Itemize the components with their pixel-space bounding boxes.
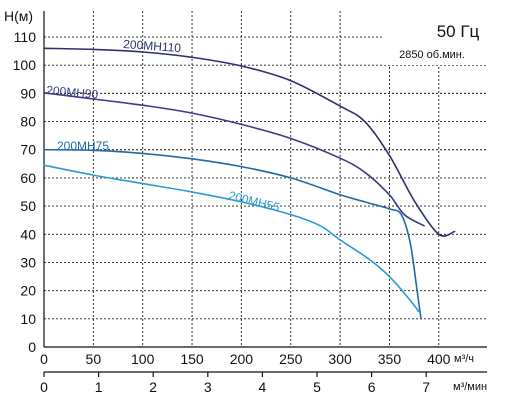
y-axis-label: H(м) xyxy=(4,8,33,24)
y-tick-label: 0 xyxy=(28,339,36,355)
x-tick-label-m3h: 100 xyxy=(131,351,155,367)
x-tick-label-m3h: 150 xyxy=(180,351,204,367)
x-tick-label-m3min: 0 xyxy=(40,379,48,395)
series-label: 200МН110 xyxy=(123,37,182,55)
x-unit-m3min: м³/мин xyxy=(453,381,487,393)
series-curve-200МН75 xyxy=(43,148,422,320)
x-tick-label-m3h: 50 xyxy=(86,351,102,367)
y-tick-label: 60 xyxy=(20,170,36,186)
y-tick-label: 20 xyxy=(20,283,36,299)
x-tick-label-m3min: 4 xyxy=(259,379,267,395)
y-tick-label: 40 xyxy=(20,226,36,242)
y-tick-label: 10 xyxy=(20,311,36,327)
curves xyxy=(43,47,456,320)
x-tick-label-m3h: 300 xyxy=(328,351,352,367)
y-tick-label: 30 xyxy=(20,254,36,270)
x-tick-label-m3min: 1 xyxy=(95,379,103,395)
x-tick-label-m3min: 2 xyxy=(149,379,157,395)
series-curve-200МН55 xyxy=(43,164,420,313)
series-label: 200МН55 xyxy=(227,188,281,214)
x-tick-label-m3h: 0 xyxy=(40,351,48,367)
x-unit-m3h: м³/ч xyxy=(454,353,474,365)
x-tick-label-m3h: 400 xyxy=(427,351,451,367)
frequency-label: 50 Гц xyxy=(437,22,480,41)
y-tick-label: 100 xyxy=(13,57,37,73)
x-tick-label-m3min: 7 xyxy=(422,379,430,395)
x-tick-label-m3min: 3 xyxy=(204,379,212,395)
y-tick-label: 110 xyxy=(14,29,37,45)
series-label: 200МН90 xyxy=(46,83,99,102)
x-tick-label-m3h: 200 xyxy=(230,351,254,367)
y-tick-label: 70 xyxy=(20,142,36,158)
x-tick-label-m3min: 5 xyxy=(313,379,321,395)
axes xyxy=(43,11,487,377)
series-label: 200МН75 xyxy=(57,139,109,153)
speed-label: 2850 об.мин. xyxy=(399,49,465,61)
y-tick-label: 50 xyxy=(20,198,36,214)
x-tick-label-m3h: 250 xyxy=(279,351,303,367)
x-tick-label-m3min: 6 xyxy=(368,379,376,395)
grid xyxy=(44,11,487,347)
series-curve-200МН110 xyxy=(43,47,456,237)
y-tick-label: 90 xyxy=(20,85,36,101)
x-tick-label-m3h: 350 xyxy=(378,351,402,367)
y-tick-label: 80 xyxy=(20,114,36,130)
info-box xyxy=(383,9,487,65)
series-curve-200МН90 xyxy=(43,92,425,227)
